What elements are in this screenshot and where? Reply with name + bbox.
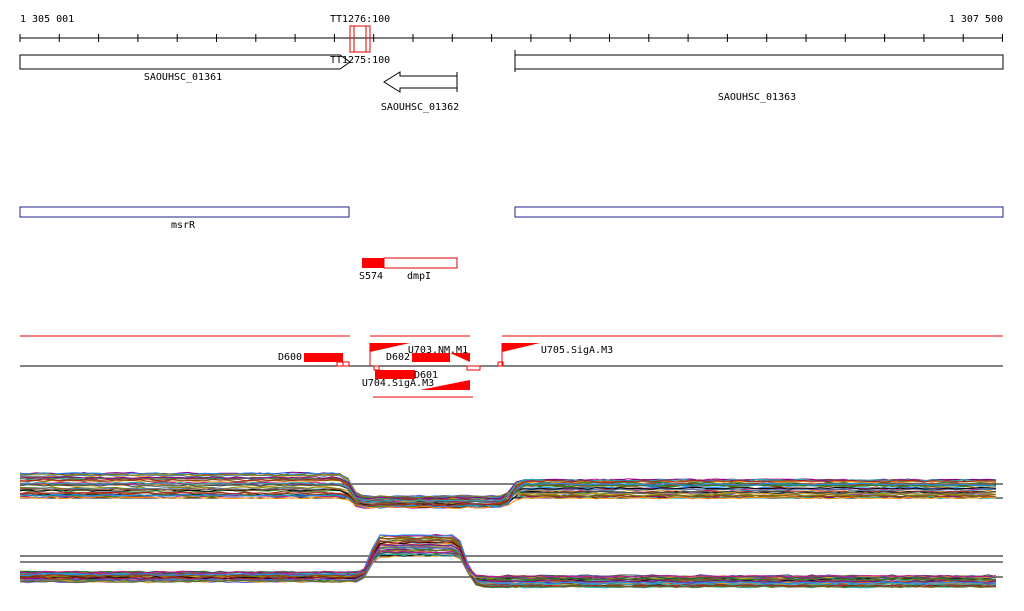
feature-label: D601 bbox=[414, 370, 438, 381]
feature-tick bbox=[466, 365, 481, 371]
terminator-label: TT1275:100 bbox=[330, 55, 390, 66]
expression-line bbox=[19, 550, 997, 578]
ruler: 1 305 001 1 307 500 bbox=[19, 14, 1003, 42]
feature-label: D600 bbox=[278, 352, 302, 363]
terminator-box bbox=[353, 25, 367, 53]
feature-track: D600 U703.NM.M1 D602 D601 U704.SigA.M3 U… bbox=[20, 335, 1003, 398]
expression-tracks bbox=[19, 471, 1003, 589]
gene-label: SAOUHSC_01363 bbox=[718, 92, 796, 103]
gene-label: SAOUHSC_01362 bbox=[381, 102, 459, 113]
feature-label: U704.SigA.M3 bbox=[362, 378, 434, 389]
gene-box bbox=[514, 54, 1004, 70]
promoter bbox=[420, 380, 470, 390]
expression-line bbox=[19, 479, 996, 507]
expression-line bbox=[19, 473, 997, 499]
feature-tick bbox=[373, 365, 380, 371]
feature-tick bbox=[336, 361, 344, 367]
feature-box bbox=[375, 370, 415, 379]
feature-label: U705.SigA.M3 bbox=[541, 345, 613, 356]
ruler-ticks bbox=[19, 34, 1003, 42]
expression-line bbox=[19, 482, 997, 508]
rna-label: S574 bbox=[359, 271, 383, 282]
expression-line bbox=[19, 534, 997, 585]
gene-arrow bbox=[383, 71, 458, 93]
promoter bbox=[450, 353, 470, 362]
rna-label: dmpI bbox=[407, 271, 431, 282]
expression-line bbox=[20, 548, 997, 588]
operon-box bbox=[514, 206, 1004, 218]
gene-arrow bbox=[19, 54, 351, 70]
terminator-label: TT1276:100 bbox=[330, 14, 390, 25]
feature-box bbox=[412, 353, 450, 362]
gene-label: SAOUHSC_01361 bbox=[144, 72, 222, 83]
feature-tick bbox=[497, 361, 504, 367]
expression-line bbox=[19, 544, 997, 584]
operon-label: msrR bbox=[171, 220, 196, 231]
expression-line bbox=[19, 496, 997, 509]
ruler-start: 1 305 001 bbox=[20, 14, 74, 25]
feature-label: U703.NM.M1 bbox=[408, 345, 468, 356]
rna-box bbox=[383, 257, 458, 269]
promoter bbox=[502, 343, 540, 352]
terminator-box bbox=[349, 25, 371, 53]
feature-box bbox=[304, 353, 343, 362]
feature-tick bbox=[342, 361, 350, 367]
expression-line bbox=[19, 484, 997, 508]
promoter bbox=[370, 343, 410, 352]
ruler-end: 1 307 500 bbox=[949, 14, 1003, 25]
feature-label: D602 bbox=[386, 352, 410, 363]
operon-box bbox=[19, 206, 350, 218]
rna-box bbox=[362, 258, 384, 268]
